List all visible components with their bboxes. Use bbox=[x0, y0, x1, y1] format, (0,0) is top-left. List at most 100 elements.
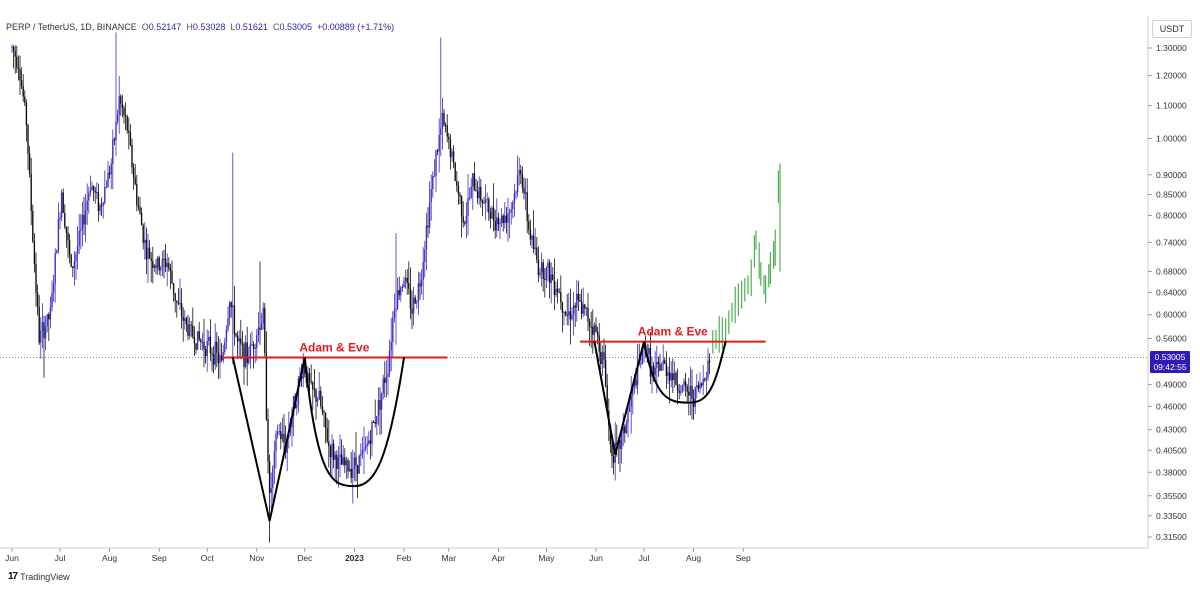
brand-name: TradingView bbox=[20, 571, 70, 582]
symbol-name[interactable]: PERP / TetherUS, 1D, BINANCE bbox=[6, 22, 137, 32]
time-tick-label: Nov bbox=[249, 553, 265, 563]
candle-body bbox=[35, 264, 37, 293]
candle-body bbox=[510, 209, 512, 213]
bar-countdown: 09:42:55 bbox=[1153, 362, 1187, 372]
candle-body bbox=[30, 173, 32, 211]
candle-body bbox=[158, 257, 160, 271]
candle-body bbox=[160, 267, 162, 271]
candle-body bbox=[310, 381, 312, 383]
candle-body bbox=[673, 372, 676, 381]
candle-body bbox=[84, 210, 87, 225]
candle-body bbox=[451, 151, 453, 157]
candle-body bbox=[424, 249, 426, 262]
candle-body bbox=[312, 382, 314, 390]
candle-body bbox=[411, 308, 413, 314]
candle-body bbox=[544, 278, 546, 280]
tradingview-logo-icon: 17 bbox=[8, 571, 18, 582]
candle-body bbox=[179, 303, 181, 305]
candle-body bbox=[619, 439, 621, 450]
low-label: L bbox=[230, 22, 236, 32]
candle-body bbox=[643, 345, 645, 349]
candle-body bbox=[323, 411, 325, 413]
candle-body bbox=[480, 186, 482, 201]
candle-body bbox=[148, 247, 151, 259]
candle-body bbox=[329, 446, 332, 458]
candle-body bbox=[222, 351, 224, 361]
candle-body bbox=[116, 114, 119, 122]
candle-body bbox=[118, 96, 120, 115]
candle-body bbox=[260, 323, 263, 330]
candle-body bbox=[526, 192, 528, 222]
candle-body bbox=[86, 200, 88, 211]
candle-body bbox=[126, 116, 128, 131]
candle-body bbox=[104, 187, 106, 203]
candle-body bbox=[440, 128, 442, 135]
currency-selector[interactable]: USDT bbox=[1152, 20, 1192, 38]
candle-body bbox=[193, 336, 196, 344]
candle-body bbox=[603, 352, 605, 360]
candle-body bbox=[564, 311, 567, 315]
candle-body bbox=[622, 426, 624, 435]
annotations-layer: Adam & Eve Adam & Eve bbox=[221, 325, 766, 522]
candle-body bbox=[164, 258, 167, 268]
candle-body bbox=[64, 212, 66, 227]
candle-body bbox=[398, 290, 400, 296]
candle-body bbox=[196, 331, 199, 350]
candle-body bbox=[44, 326, 47, 339]
brand[interactable]: 17 TradingView bbox=[8, 571, 70, 582]
price-tick-label: 0.43000 bbox=[1156, 425, 1187, 435]
candle-body bbox=[14, 51, 16, 57]
candle-body bbox=[156, 257, 159, 268]
price-axis[interactable]: 1.30000 1.20000 1.10000 1.00000 0.90000 0.850… bbox=[1148, 43, 1187, 542]
candle-body bbox=[676, 384, 679, 391]
time-tick-label: Feb bbox=[397, 553, 412, 563]
candle-body bbox=[523, 187, 525, 194]
candle-body bbox=[672, 373, 674, 381]
candle-body bbox=[372, 421, 375, 423]
candle-body bbox=[707, 360, 709, 378]
candle-body bbox=[147, 247, 149, 260]
time-axis[interactable]: Jun Jul Aug Sep Oct Nov Dec 2023 Feb Mar Apr May Jun… bbox=[5, 548, 751, 563]
candle-body bbox=[518, 170, 520, 176]
candle-body bbox=[555, 288, 557, 296]
candle-body bbox=[528, 221, 530, 230]
candle-body bbox=[262, 307, 264, 324]
candle-body bbox=[342, 457, 344, 465]
candle-body bbox=[132, 167, 135, 178]
candle-body bbox=[76, 245, 79, 254]
candle-body bbox=[488, 199, 490, 213]
candle-body bbox=[683, 381, 685, 386]
candle-body bbox=[385, 376, 388, 383]
candle-body bbox=[500, 215, 503, 223]
candle-body bbox=[113, 139, 116, 141]
candle-body bbox=[62, 192, 64, 213]
close-label: C bbox=[272, 22, 280, 32]
candle-body bbox=[320, 390, 322, 407]
price-tick-label: 0.38000 bbox=[1156, 467, 1187, 477]
candle-body bbox=[238, 338, 240, 342]
candle-body bbox=[180, 303, 183, 317]
candle-body bbox=[384, 378, 386, 383]
price-tick-label: 0.31500 bbox=[1156, 532, 1187, 542]
candle-body bbox=[32, 210, 34, 242]
candle-body bbox=[347, 460, 349, 472]
candle-body bbox=[563, 311, 565, 313]
candle-body bbox=[452, 151, 455, 163]
candle-body bbox=[12, 46, 15, 52]
candle-body bbox=[473, 173, 476, 191]
candle-body bbox=[689, 385, 692, 396]
price-tick-label: 1.00000 bbox=[1156, 134, 1187, 144]
candle-body bbox=[259, 327, 261, 330]
candle-body bbox=[59, 217, 61, 220]
last-price-value: 0.53005 bbox=[1154, 352, 1186, 362]
candle-body bbox=[140, 212, 143, 226]
candle-body bbox=[520, 170, 522, 175]
candle-body bbox=[656, 361, 658, 368]
candle-body bbox=[275, 434, 277, 452]
candle-body bbox=[280, 431, 282, 440]
candle-body bbox=[315, 389, 317, 402]
candle-body bbox=[358, 455, 360, 474]
candle-body bbox=[628, 406, 631, 412]
